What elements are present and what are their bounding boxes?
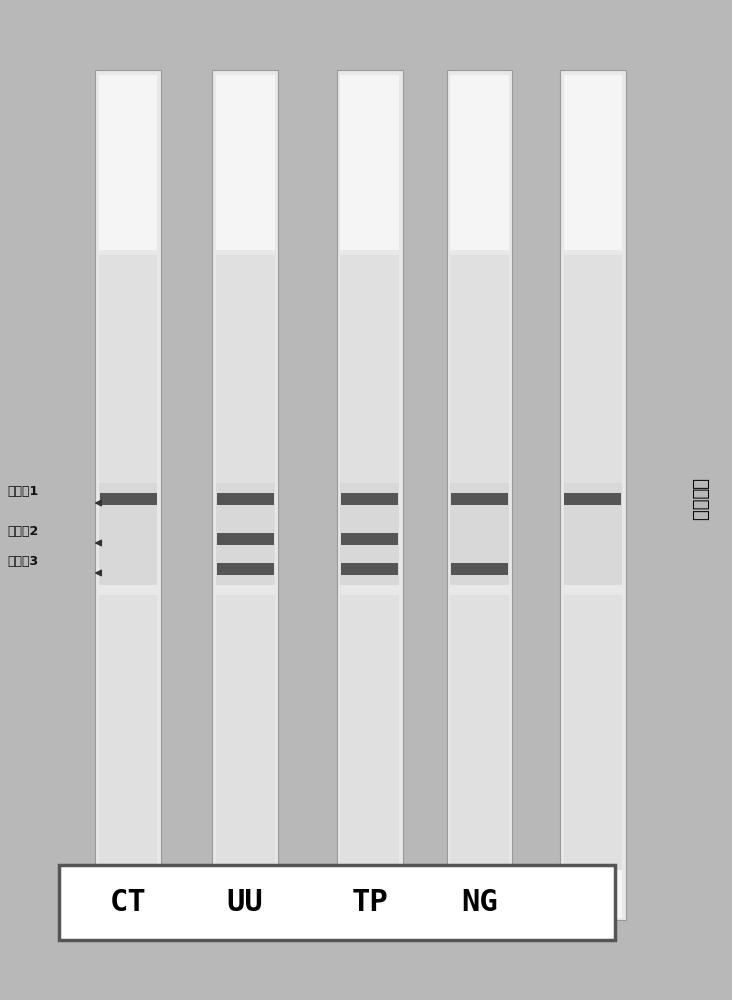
Bar <box>450 483 509 585</box>
FancyBboxPatch shape <box>560 70 626 920</box>
Bar <box>451 563 508 575</box>
Bar <box>99 870 157 918</box>
Text: 位置线3: 位置线3 <box>7 555 39 568</box>
Bar <box>450 75 509 250</box>
FancyBboxPatch shape <box>95 70 161 920</box>
Bar <box>216 75 274 250</box>
Text: 位置线1: 位置线1 <box>7 485 39 498</box>
FancyBboxPatch shape <box>447 70 512 920</box>
Bar <box>217 563 274 575</box>
FancyBboxPatch shape <box>212 70 278 920</box>
Bar <box>340 483 399 585</box>
Bar <box>450 870 509 918</box>
Bar <box>99 255 157 483</box>
Bar <box>564 870 622 918</box>
Text: NG: NG <box>461 888 498 917</box>
Bar <box>340 255 399 483</box>
Bar <box>216 595 274 870</box>
Bar <box>451 493 508 505</box>
Bar <box>217 493 274 505</box>
Text: 阴性对照: 阴性对照 <box>690 479 708 522</box>
Bar <box>564 75 622 250</box>
Bar <box>99 75 157 250</box>
Bar <box>340 870 399 918</box>
Bar <box>216 870 274 918</box>
Bar <box>99 483 157 585</box>
Bar <box>340 75 399 250</box>
Bar <box>99 595 157 870</box>
Bar <box>217 533 274 545</box>
Bar <box>564 483 622 585</box>
Bar <box>564 493 621 505</box>
Text: 位置线2: 位置线2 <box>7 525 39 538</box>
Bar <box>564 595 622 870</box>
Bar <box>100 493 157 505</box>
Bar <box>450 595 509 870</box>
Bar <box>216 255 274 483</box>
FancyBboxPatch shape <box>59 865 615 940</box>
Bar <box>216 483 274 585</box>
Bar <box>341 493 398 505</box>
Bar <box>341 563 398 575</box>
Text: UU: UU <box>227 888 264 917</box>
Text: TP: TP <box>351 888 388 917</box>
Bar <box>341 533 398 545</box>
Bar <box>564 255 622 483</box>
FancyBboxPatch shape <box>337 70 403 920</box>
Text: CT: CT <box>110 888 146 917</box>
Bar <box>450 255 509 483</box>
Bar <box>340 595 399 870</box>
